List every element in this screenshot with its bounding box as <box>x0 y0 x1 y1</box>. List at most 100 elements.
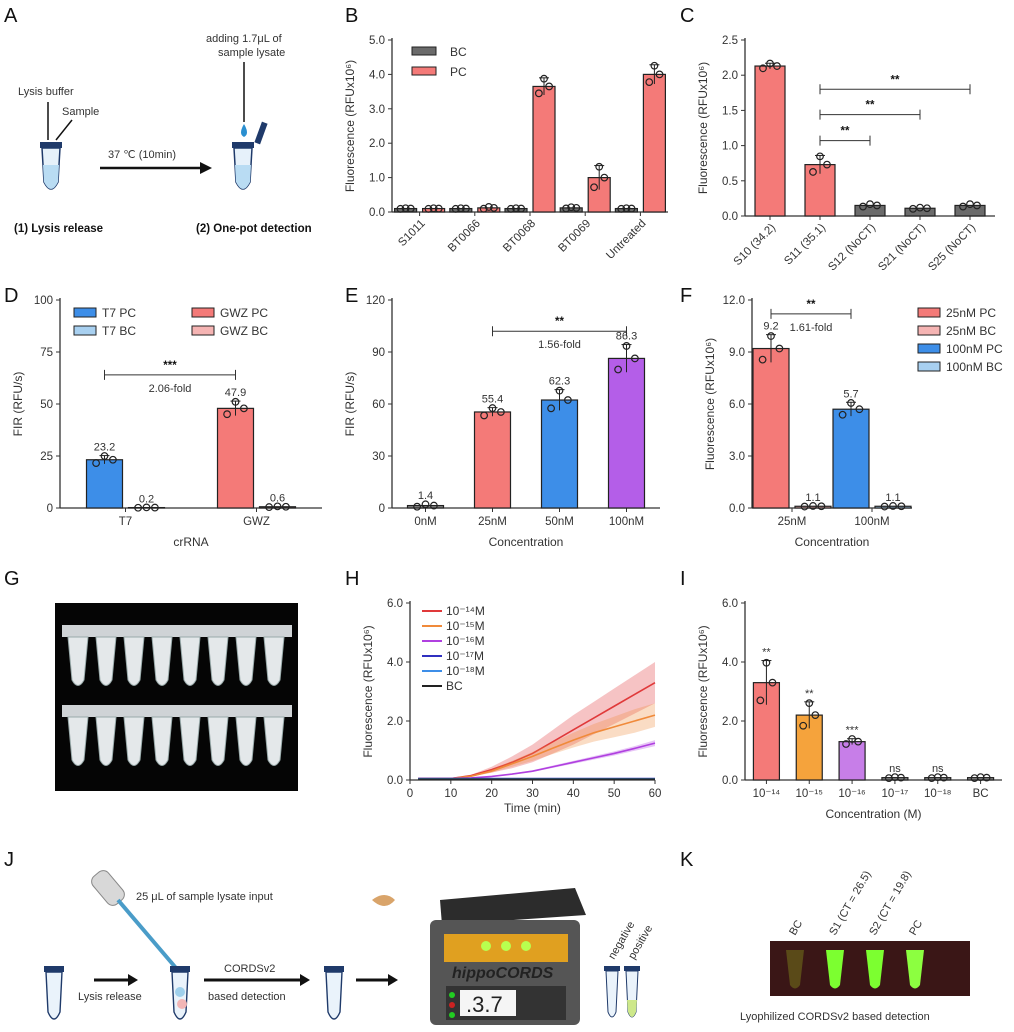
tube-s2 <box>866 950 884 989</box>
y-tick-label: 2.0 <box>722 716 738 728</box>
data-point <box>973 201 981 210</box>
data-point <box>497 408 505 416</box>
data-point <box>889 502 897 510</box>
adding-label-2: sample lysate <box>218 47 285 59</box>
data-point <box>547 404 555 413</box>
pcr-tube <box>151 716 173 766</box>
y-tick-label: 90 <box>372 347 385 359</box>
data-point <box>540 74 548 83</box>
x-axis-label: Time (min) <box>504 801 561 815</box>
pcr-tube <box>207 716 229 766</box>
data-point <box>873 201 881 210</box>
significance-label: ** <box>841 126 850 138</box>
pipette-icon <box>91 870 178 970</box>
lysis-buffer-label: Lysis buffer <box>18 86 74 98</box>
data-point <box>617 204 626 213</box>
data-label: 1.4 <box>418 490 433 502</box>
fold-change-label: 1.61-fold <box>790 322 833 334</box>
y-axis-label: Fluorescence (RFUx10⁶) <box>696 625 710 757</box>
x-tick-label: 25nM <box>478 516 507 528</box>
data-label: ns <box>889 763 901 775</box>
data-point <box>855 405 864 414</box>
data-point <box>847 399 855 407</box>
data-point <box>622 204 631 213</box>
pcr-tube <box>179 716 201 766</box>
device-display: .3.7 <box>466 992 503 1017</box>
arrowhead-icon <box>388 974 398 986</box>
y-tick-label: 0.5 <box>722 176 738 188</box>
x-tick-label: 10⁻¹⁵ <box>796 788 824 800</box>
legend-swatch <box>917 361 941 372</box>
data-point <box>590 183 598 192</box>
legend-label: 10⁻¹⁴M <box>446 604 485 618</box>
step1-label: (1) Lysis release <box>14 223 103 235</box>
x-tick-label: Untreated <box>604 218 648 262</box>
legend-swatch <box>411 66 437 76</box>
bar <box>874 505 912 509</box>
y-tick-label: 0.0 <box>729 503 745 515</box>
x-tick-label: 40 <box>567 788 580 800</box>
panel-label-b: B <box>345 5 358 27</box>
k-label-s2: S2 (CT = 19.8) <box>867 869 914 938</box>
data-point <box>108 455 117 464</box>
data-point <box>759 64 767 73</box>
chart-I: 0.0 2.0 4.0 6.0 Fluorescence (RFUx10⁶) Concen… <box>696 598 1002 821</box>
x-tick-label: 10⁻¹⁶ <box>838 788 866 800</box>
bar <box>954 204 986 217</box>
legend-swatch <box>917 307 941 318</box>
bar <box>473 411 512 509</box>
bar <box>832 408 870 509</box>
data-point <box>134 503 143 512</box>
tube-s1 <box>826 950 844 989</box>
pcr-tube <box>235 636 257 686</box>
data-point <box>480 411 489 420</box>
data-point <box>595 162 604 171</box>
data-point <box>150 503 159 512</box>
y-tick-label: 0 <box>379 503 385 515</box>
panel-k-photo: BC S1 (CT = 26.5) S2 (CT = 19.8) PC Lyop… <box>740 869 970 1023</box>
step2-label: (2) One-pot detection <box>196 223 312 235</box>
data-point <box>966 200 974 209</box>
legend-label: PC <box>450 65 467 79</box>
data-point <box>959 202 967 211</box>
legend-label: 25nM PC <box>946 306 996 320</box>
arrowhead-icon <box>200 162 212 174</box>
y-tick-label: 4.0 <box>387 657 403 669</box>
data-label: 0.2 <box>139 493 154 505</box>
y-axis-label: Fluorescence (RFUx10⁶) <box>361 625 375 757</box>
device-brand: hippoCORDS <box>452 965 554 982</box>
data-point <box>897 502 906 511</box>
bar <box>642 73 667 213</box>
x-tick-label: S21 (NoCT) <box>876 222 928 274</box>
chart-C: 0.0 0.5 1.0 1.5 2.0 2.5 Fluorescence (RFUx10⁶)… <box>696 35 995 274</box>
data-point <box>567 203 576 212</box>
pcr-tube <box>263 716 285 766</box>
data-point <box>434 204 443 213</box>
y-tick-label: 30 <box>372 451 385 463</box>
pipette-label: 25 μL of sample lysate input <box>136 891 273 903</box>
pcr-tube <box>179 636 201 686</box>
bar <box>607 357 646 509</box>
data-point <box>758 355 767 364</box>
data-point <box>265 503 274 511</box>
y-tick-label: 0.0 <box>387 775 403 787</box>
tube-icon-1 <box>44 966 64 1020</box>
panel-label-j: J <box>4 849 14 871</box>
panel-label-d: D <box>4 285 18 307</box>
lysis-release-label: Lysis release <box>78 991 142 1003</box>
legend-label: T7 PC <box>102 306 136 320</box>
bar <box>838 741 866 781</box>
pcr-tube <box>123 636 145 686</box>
bar <box>258 506 297 509</box>
x-tick-label: 100nM <box>854 516 889 528</box>
legend-swatch <box>73 325 97 336</box>
x-axis-label: Concentration <box>795 535 870 549</box>
x-tick-label: 100nM <box>609 516 644 528</box>
data-label: *** <box>846 725 860 737</box>
x-tick-label: 25nM <box>778 516 807 528</box>
y-tick-label: 0.0 <box>722 775 738 787</box>
legend-swatch <box>191 307 215 318</box>
data-point <box>572 203 581 212</box>
data-point <box>273 502 282 511</box>
